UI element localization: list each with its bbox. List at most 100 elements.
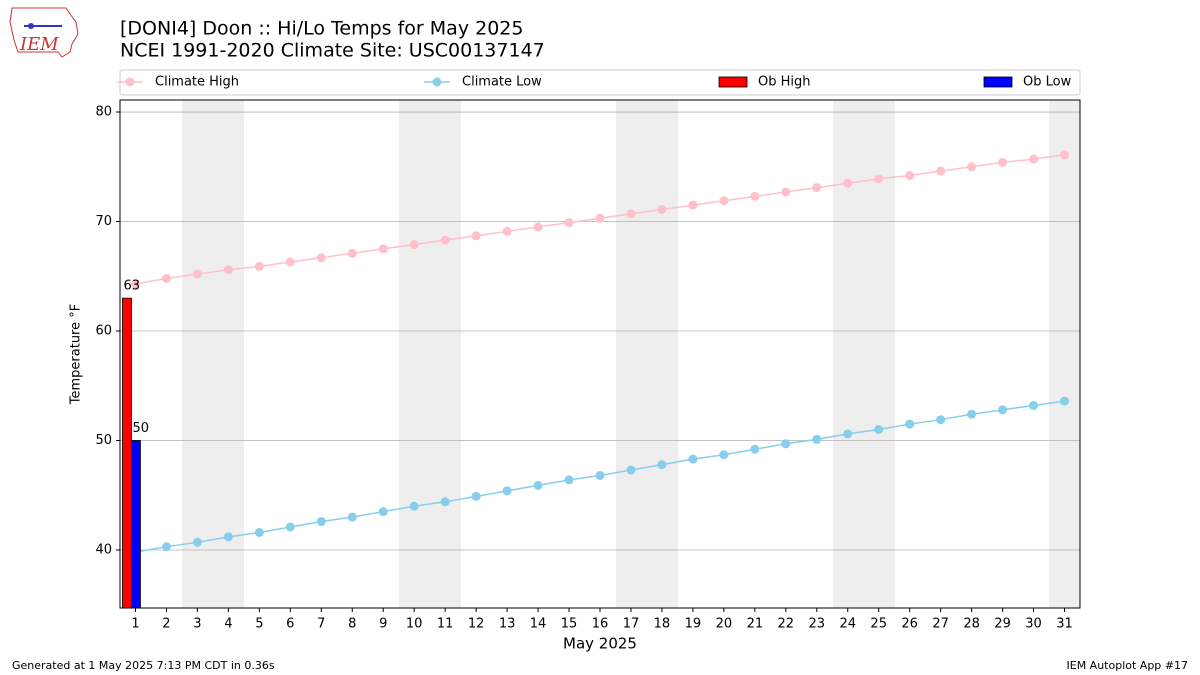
footer-left: Generated at 1 May 2025 7:13 PM CDT in 0… [12,659,275,672]
x-tick-label: 21 [747,617,764,632]
marker [936,166,946,176]
x-tick-label: 23 [809,617,826,632]
plot-frame [119,99,1081,609]
x-tick-label: 18 [654,617,671,632]
marker [874,425,884,435]
marker [533,480,543,490]
legend-label: Ob Low [1023,75,1072,90]
marker [347,248,357,258]
marker [564,475,574,485]
marker [409,501,419,511]
marker [719,450,729,460]
marker [967,409,977,419]
x-tick-label: 2 [162,617,170,632]
marker [502,226,512,236]
marker [1060,396,1070,406]
legend-label: Climate High [155,75,239,90]
legend-marker [432,77,442,87]
marker [657,204,667,214]
chart-title: [DONI4] Doon :: Hi/Lo Temps for May 2025 [120,18,523,40]
marker [223,265,233,275]
x-tick-label: 16 [592,617,609,632]
marker [688,200,698,210]
legend-box [119,69,1081,96]
marker [1060,150,1070,160]
bar [131,440,141,609]
marker [161,542,171,552]
x-tick-label: 9 [379,617,387,632]
data-label: 63 [123,279,140,294]
marker [471,231,481,241]
legend-label: Ob High [758,75,811,90]
marker [130,279,140,289]
x-tick-label: 30 [1025,617,1042,632]
y-tick-label: 80 [95,105,112,120]
logo: IEM [9,7,79,58]
x-tick-label: 7 [317,617,325,632]
marker [285,522,295,532]
x-tick-label: 15 [561,617,578,632]
x-tick-label: 1 [131,617,139,632]
marker [533,222,543,232]
marker [843,429,853,439]
marker [471,491,481,501]
marker [936,415,946,425]
x-tick-label: 25 [870,617,887,632]
legend-label: Climate Low [462,75,542,90]
marker [378,244,388,254]
marker [378,507,388,517]
marker [874,174,884,184]
x-tick-label: 17 [623,617,640,632]
x-tick-label: 31 [1056,617,1073,632]
marker [192,269,202,279]
x-tick-label: 6 [286,617,294,632]
chart-subtitle: NCEI 1991-2020 Climate Site: USC00137147 [120,40,545,62]
marker [595,471,605,481]
marker [812,183,822,193]
marker [1029,154,1039,164]
marker [750,191,760,201]
marker [905,419,915,429]
x-tick-label: 19 [685,617,702,632]
legend-swatch [718,76,748,88]
marker [812,434,822,444]
data-label: 50 [132,421,149,436]
x-tick-label: 5 [255,617,263,632]
marker [223,532,233,542]
marker [688,454,698,464]
x-tick-label: 24 [839,617,856,632]
marker [440,497,450,507]
y-tick-label: 70 [95,214,112,229]
marker [905,171,915,181]
footer-right: IEM Autoplot App #17 [1067,659,1189,672]
legend-marker [125,77,135,87]
marker [626,209,636,219]
x-tick-label: 11 [437,617,454,632]
marker [843,178,853,188]
marker [998,157,1008,167]
marker [719,196,729,206]
marker [440,235,450,245]
marker [254,261,264,271]
marker [409,240,419,250]
x-tick-label: 10 [406,617,423,632]
logo-text: IEM [19,34,59,55]
marker [347,512,357,522]
marker [967,162,977,172]
x-axis-label: May 2025 [563,635,637,653]
marker [316,253,326,263]
marker [285,257,295,267]
legend-swatch [983,76,1013,88]
x-tick-label: 20 [716,617,733,632]
marker [657,460,667,470]
x-tick-label: 4 [224,617,232,632]
marker [502,486,512,496]
y-tick-label: 60 [95,324,112,339]
weekend-shading [182,100,1080,608]
x-tick-label: 12 [468,617,485,632]
marker [564,218,574,228]
x-tick-label: 13 [499,617,516,632]
y-axis-label: Temperature °F [69,304,84,405]
y-tick-label: 40 [95,542,112,557]
x-tick-label: 3 [193,617,201,632]
